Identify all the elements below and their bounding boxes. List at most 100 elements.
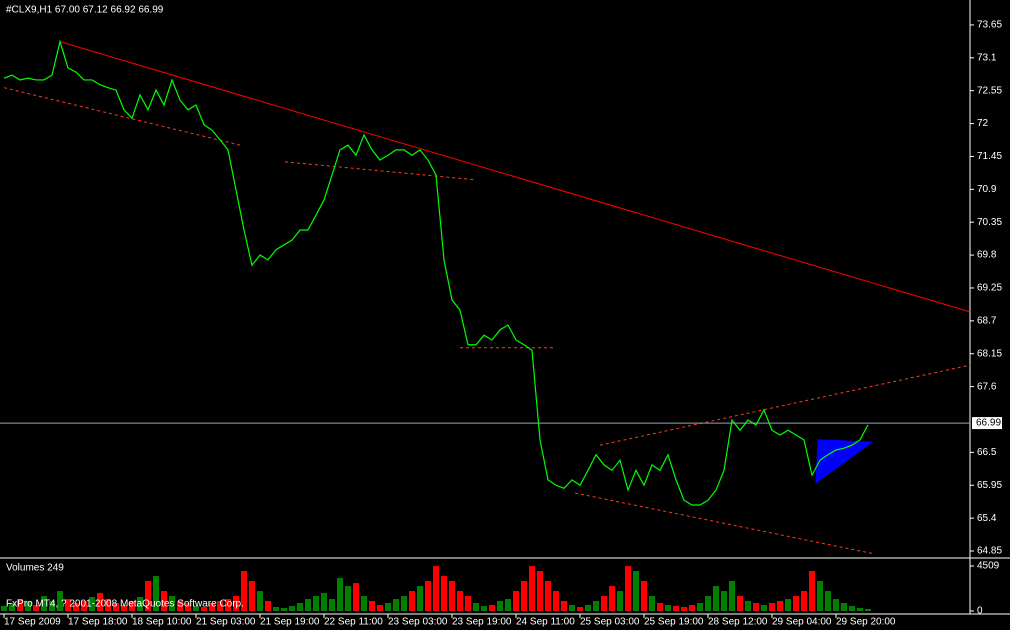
- x-tick-label: 21 Sep 19:00: [260, 617, 320, 628]
- x-tick-label: 17 Sep 2009: [4, 617, 61, 628]
- volume-bar: [241, 571, 247, 611]
- volume-bar: [505, 599, 511, 611]
- x-tick-label: 23 Sep 19:00: [452, 617, 512, 628]
- volume-bar: [257, 591, 263, 611]
- volume-bar: [721, 591, 727, 611]
- volume-bar: [593, 601, 599, 611]
- y-tick-label: 73.65: [977, 20, 1002, 31]
- volume-bar: [729, 581, 735, 611]
- volume-bar: [73, 603, 79, 611]
- price-line: [3, 39, 869, 506]
- volume-bar: [233, 596, 239, 611]
- volume-bar: [401, 596, 407, 611]
- volume-bar: [481, 606, 487, 611]
- trend-line: [59, 41, 970, 313]
- volume-bar: [209, 603, 215, 611]
- y-tick-label: 69.25: [977, 283, 1002, 294]
- volume-bar: [409, 591, 415, 611]
- volume-bar: [705, 596, 711, 611]
- volume-y-tick-label: 0: [977, 606, 983, 617]
- volume-bar: [465, 596, 471, 611]
- volume-bar: [521, 581, 527, 611]
- x-tick-label: 23 Sep 03:00: [388, 617, 448, 628]
- volume-bar: [769, 603, 775, 611]
- volume-bar: [417, 586, 423, 611]
- volume-bar: [561, 601, 567, 611]
- volume-bar: [57, 591, 63, 611]
- volume-bar: [81, 601, 87, 611]
- volume-bar: [153, 576, 159, 611]
- volume-bar: [177, 601, 183, 611]
- volume-bar: [809, 571, 815, 611]
- volume-bar: [297, 603, 303, 611]
- volume-bar: [641, 581, 647, 611]
- y-tick-label: 67.6: [977, 381, 997, 392]
- x-tick-label: 29 Sep 04:00: [772, 617, 832, 628]
- axes: 73.65 73.1 72.55 72 71.45 70.9 70.35 69.8 69.25 6…: [0, 20, 1002, 628]
- volume-bar: [777, 601, 783, 611]
- volume-bar: [473, 603, 479, 611]
- volume-bar: [513, 591, 519, 611]
- volume-bar: [745, 601, 751, 611]
- volume-bar: [265, 601, 271, 611]
- volume-bar: [673, 606, 679, 611]
- volume-bar: [169, 596, 175, 611]
- volume-bar: [689, 605, 695, 611]
- y-tick-label: 66.5: [977, 447, 997, 458]
- volume-bar: [753, 603, 759, 611]
- chart-title: #CLX9,H1 67.00 67.12 66.92 66.99: [6, 5, 164, 16]
- volume-bar: [633, 571, 639, 611]
- volume-bar: [89, 597, 95, 611]
- volume-bar: [281, 608, 287, 611]
- volume-bar: [185, 603, 191, 611]
- volume-bar: [393, 599, 399, 611]
- volume-bar: [497, 601, 503, 611]
- volume-bar: [49, 601, 55, 611]
- volume-bar: [193, 606, 199, 611]
- trend-line: [284, 161, 476, 181]
- volume-bar: [337, 578, 343, 611]
- y-tick-label: 70.35: [977, 217, 1002, 228]
- volume-bar: [385, 603, 391, 611]
- volume-bar: [585, 605, 591, 611]
- volume-bar: [617, 591, 623, 611]
- volume-bar: [793, 596, 799, 611]
- volume-bar: [489, 605, 495, 611]
- volume-bar: [785, 599, 791, 611]
- volume-bar: [313, 596, 319, 611]
- y-tick-label: 65.95: [977, 480, 1002, 491]
- volume-bar: [537, 571, 543, 611]
- x-tick-label: 28 Sep 12:00: [708, 617, 768, 628]
- current-price-label: 66.99: [976, 418, 1001, 429]
- volume-bar: [217, 601, 223, 611]
- volume-bar: [25, 601, 31, 611]
- volume-bar: [433, 566, 439, 611]
- volume-bar: [145, 581, 151, 611]
- volume-bar: [761, 605, 767, 611]
- volume-bar: [353, 583, 359, 611]
- volume-bar: [33, 605, 39, 611]
- volume-bar: [121, 605, 127, 611]
- volume-bar: [305, 599, 311, 611]
- current-price-box: [972, 417, 1002, 430]
- volume-bar: [625, 566, 631, 611]
- x-tick-label: 29 Sep 20:00: [836, 617, 896, 628]
- trend-line: [3, 87, 241, 146]
- volume-bar: [41, 596, 47, 611]
- volume-bar: [849, 606, 855, 611]
- volume-bar: [105, 599, 111, 611]
- volume-bar: [9, 603, 15, 611]
- volume-bar: [665, 605, 671, 611]
- volume-bar: [681, 607, 687, 611]
- x-tick-label: 21 Sep 03:00: [196, 617, 256, 628]
- volume-bar: [841, 603, 847, 611]
- volume-bar: [601, 596, 607, 611]
- volume-bar: [441, 576, 447, 611]
- y-tick-label: 69.8: [977, 250, 997, 261]
- volume-bar: [857, 608, 863, 611]
- volume-bar: [713, 586, 719, 611]
- volume-bar: [369, 601, 375, 611]
- volume-bar: [129, 601, 135, 611]
- x-tick-label: 25 Sep 19:00: [644, 617, 704, 628]
- volume-bar: [377, 605, 383, 611]
